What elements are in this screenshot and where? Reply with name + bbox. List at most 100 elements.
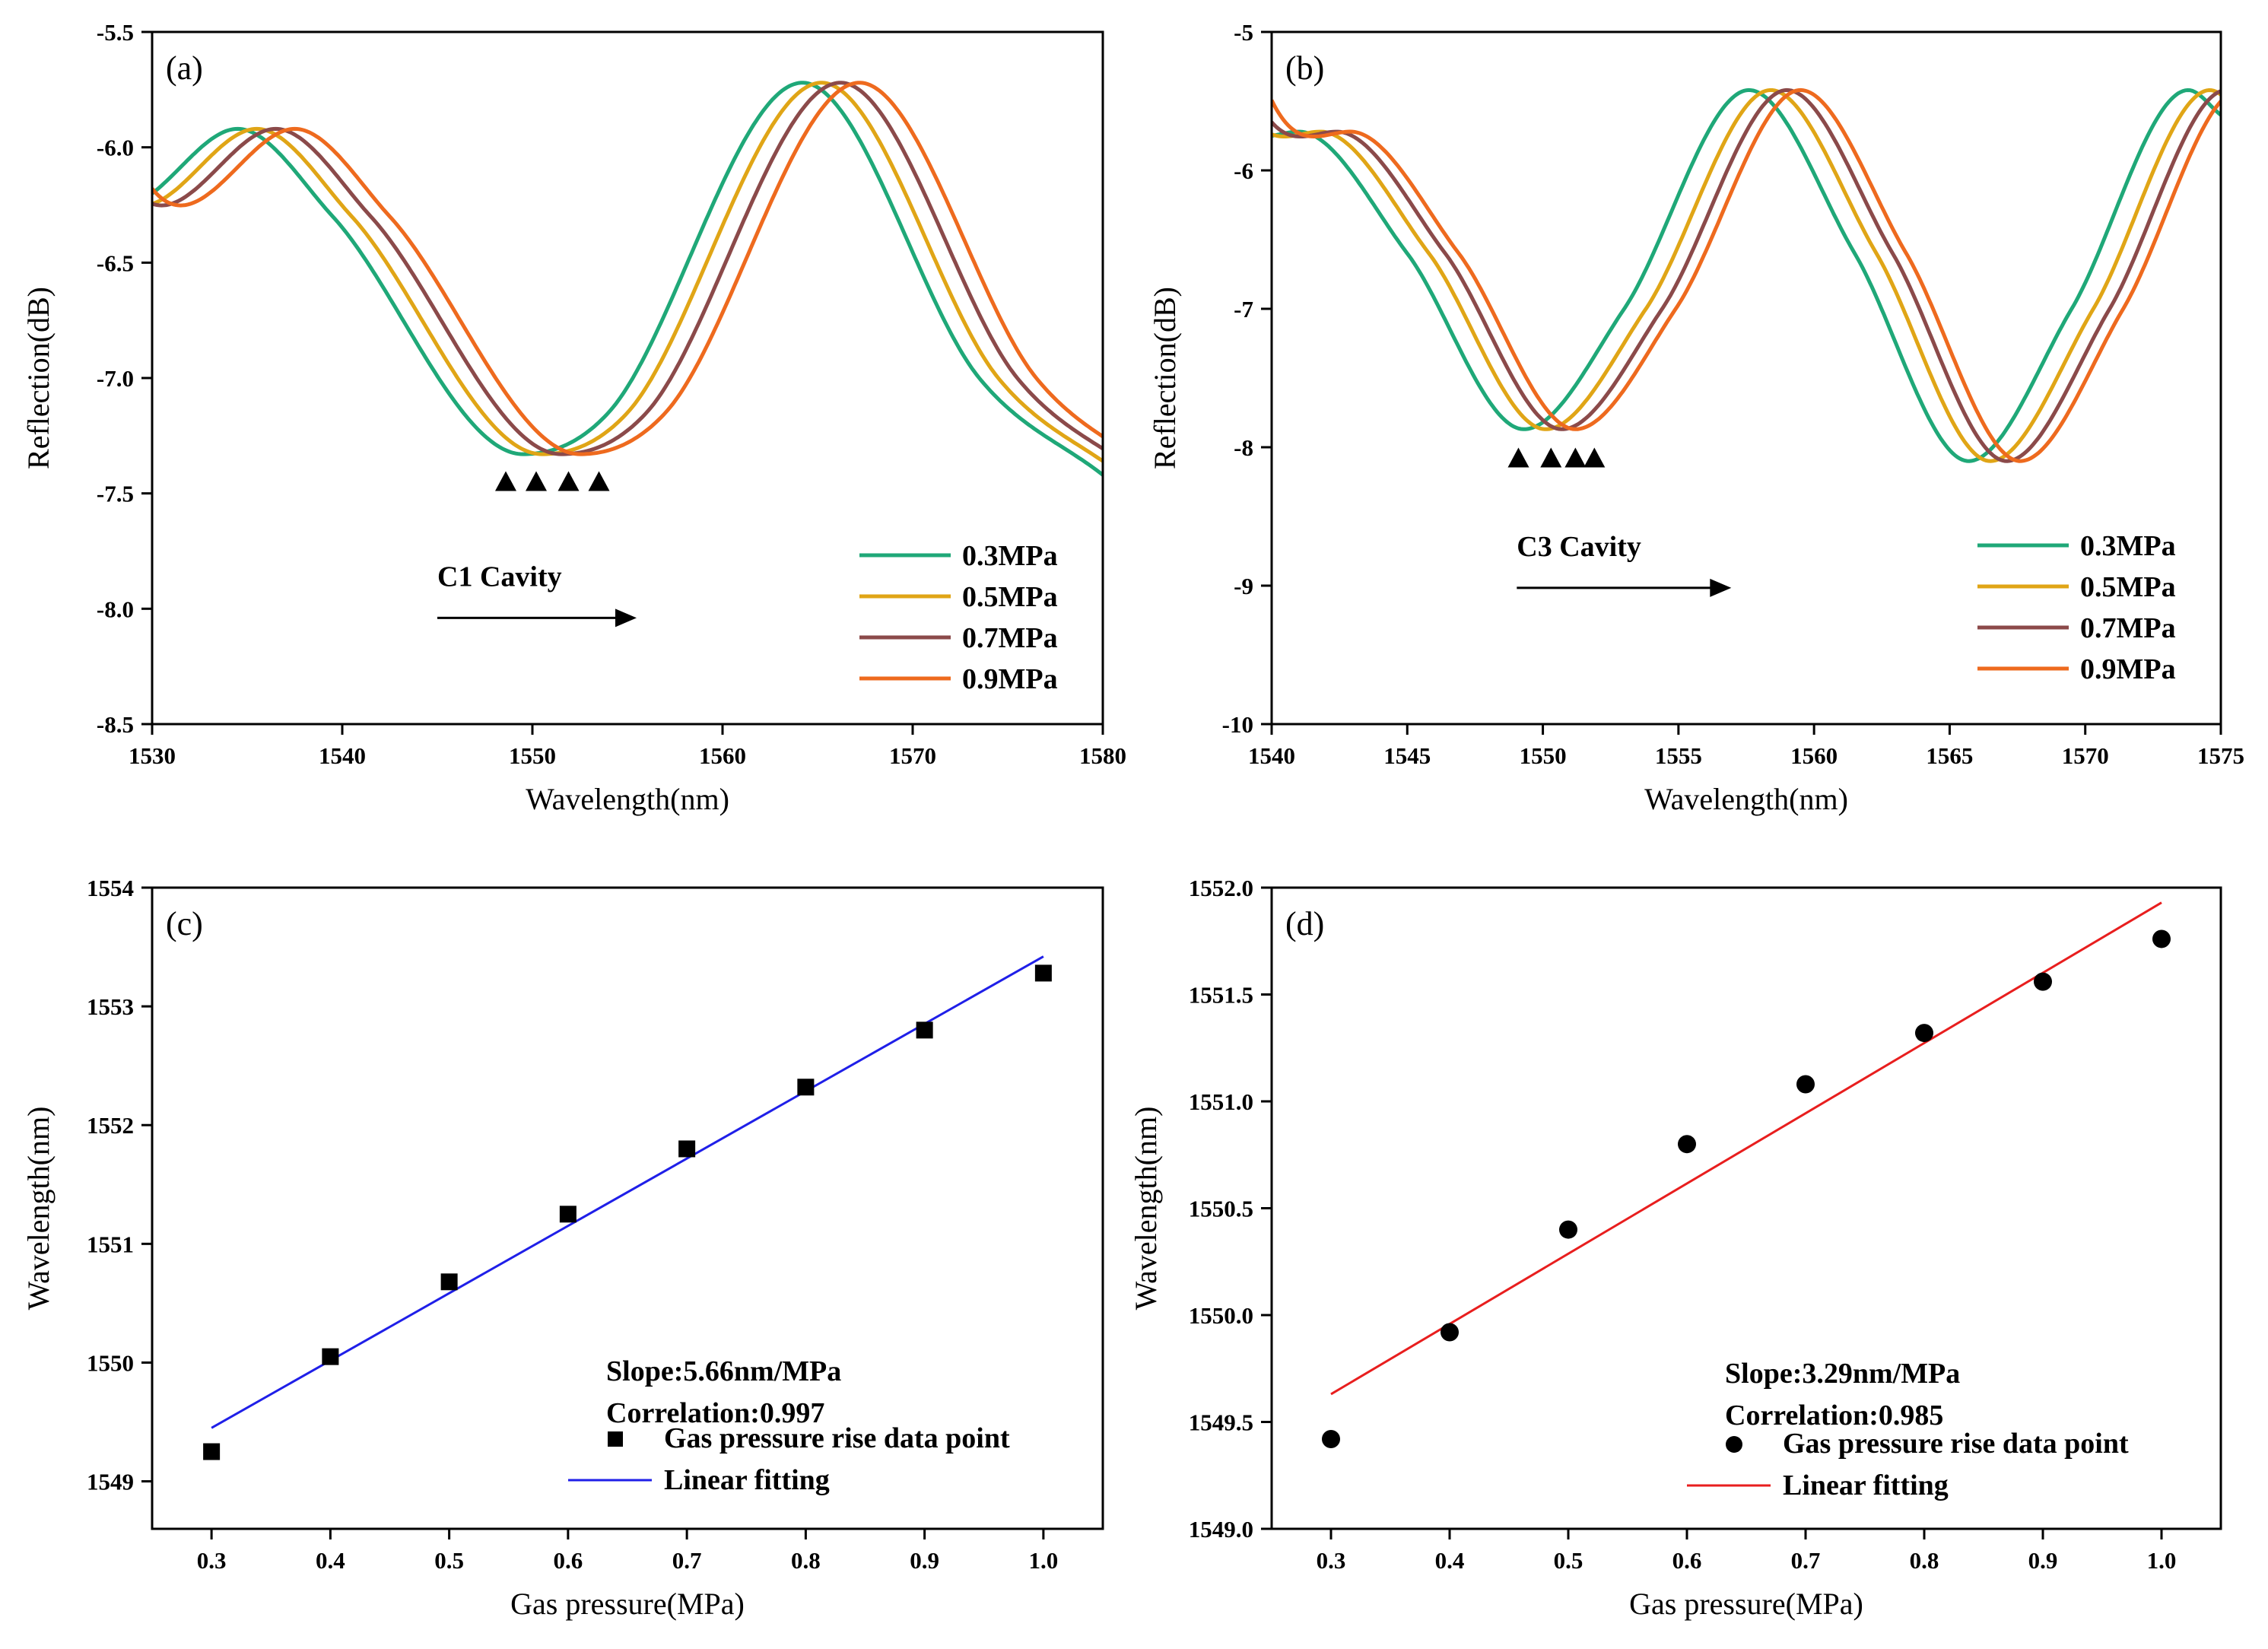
x-axis-title: Wavelength(nm): [526, 782, 729, 816]
legend-label-0.9MPa: 0.9MPa: [962, 663, 1058, 695]
dip-marker-2: [1564, 447, 1587, 468]
y-tick-label: 1551: [87, 1231, 134, 1257]
panel-label: (a): [166, 49, 203, 87]
series-line-0.7MPa: [1272, 87, 2221, 463]
x-tick-label: 0.9: [910, 1547, 939, 1574]
x-tick-label: 0.8: [791, 1547, 821, 1574]
x-tick-label: 0.5: [434, 1547, 464, 1574]
data-point-0: [203, 1443, 221, 1460]
data-point-6: [2034, 972, 2052, 991]
x-tick-label: 1530: [129, 742, 176, 769]
y-axis-title: Reflection(dB): [1148, 287, 1182, 469]
y-axis-title: Wavelength(nm): [1129, 1107, 1163, 1311]
x-tick-label: 0.6: [1672, 1547, 1702, 1574]
x-tick-label: 1565: [1926, 742, 1973, 769]
legend-label-points: Gas pressure rise data point: [1783, 1428, 2129, 1460]
correlation-annotation: Correlation:0.985: [1725, 1400, 1943, 1431]
y-tick-label: 1551.0: [1189, 1088, 1253, 1115]
x-tick-label: 0.9: [2028, 1547, 2058, 1574]
legend-label-0.3MPa: 0.3MPa: [962, 540, 1058, 572]
data-point-5: [1915, 1024, 1933, 1043]
data-point-1: [1441, 1323, 1459, 1342]
dip-marker-3: [588, 471, 610, 491]
y-tick-label: -8.0: [97, 596, 134, 622]
y-tick-label: -7: [1234, 296, 1253, 322]
dip-marker-0: [495, 471, 516, 491]
y-tick-label: 1550: [87, 1349, 134, 1376]
y-axis-title: Wavelength(nm): [21, 1107, 56, 1311]
x-tick-label: 1580: [1079, 742, 1126, 769]
plot-area: [211, 955, 1044, 1429]
data-point-4: [1796, 1075, 1815, 1094]
linear-fit-line: [1330, 901, 2162, 1396]
y-tick-label: -5: [1234, 19, 1253, 46]
y-tick-label: -6.0: [97, 135, 134, 161]
x-tick-label: 0.6: [554, 1547, 583, 1574]
y-tick-label: 1552.0: [1189, 875, 1253, 901]
legend-marker-points: [1726, 1436, 1742, 1453]
x-tick-label: 1570: [889, 742, 936, 769]
chart-panel-b: C3 Cavity 0.3MPa 0.5MPa 0.7MPa 0.9MPa 1540 154…: [1148, 19, 2244, 816]
y-tick-label: 1550.0: [1189, 1302, 1253, 1329]
x-tick-label: 1550: [509, 742, 556, 769]
legend-label-0.5MPa: 0.5MPa: [2080, 571, 2176, 603]
panel-label: (c): [166, 905, 203, 942]
x-tick-label: 1.0: [1029, 1547, 1059, 1574]
plot-area: [152, 81, 1103, 477]
panel-label: (b): [1285, 49, 1324, 87]
x-tick-label: 1540: [319, 742, 366, 769]
x-tick-label: 1.0: [2147, 1547, 2177, 1574]
y-axis-title: Reflection(dB): [21, 287, 56, 469]
y-tick-label: 1549: [87, 1469, 134, 1495]
x-tick-label: 0.5: [1554, 1547, 1583, 1574]
x-tick-label: 0.8: [1910, 1547, 1939, 1574]
x-tick-label: 1575: [2197, 742, 2244, 769]
x-axis-title: Wavelength(nm): [1644, 782, 1848, 816]
data-point-5: [797, 1079, 815, 1096]
y-tick-label: -7.0: [97, 365, 134, 392]
y-tick-label: 1553: [87, 993, 134, 1020]
x-tick-label: 1570: [2062, 742, 2109, 769]
legend-label-fit: Linear fitting: [1783, 1469, 1949, 1501]
x-axis-title: Gas pressure(MPa): [1629, 1587, 1863, 1621]
legend-label-0.9MPa: 0.9MPa: [2080, 653, 2176, 685]
annotation-arrow-head: [615, 608, 637, 628]
series-line-0.3MPa: [1272, 87, 2221, 463]
y-tick-label: -8.5: [97, 711, 134, 738]
correlation-annotation: Correlation:0.997: [606, 1397, 824, 1429]
x-tick-label: 0.4: [316, 1547, 345, 1574]
data-point-7: [1034, 964, 1052, 982]
y-tick-label: 1550.5: [1189, 1196, 1253, 1222]
y-tick-label: -6.5: [97, 249, 134, 276]
x-tick-label: 1550: [1520, 742, 1567, 769]
data-point-3: [559, 1206, 577, 1223]
data-point-6: [916, 1021, 933, 1039]
y-tick-label: -7.5: [97, 481, 134, 507]
y-tick-label: 1549.0: [1189, 1516, 1253, 1543]
cavity-annotation: C1 Cavity: [437, 561, 562, 593]
plot-frame: [151, 886, 1104, 1530]
y-tick-label: -10: [1222, 711, 1253, 738]
dip-marker-1: [1540, 447, 1562, 468]
dip-marker-2: [557, 471, 580, 491]
series-line-0.5MPa: [152, 81, 1103, 463]
y-tick-label: 1552: [87, 1112, 134, 1139]
x-tick-label: 1540: [1248, 742, 1295, 769]
x-tick-label: 0.7: [1791, 1547, 1821, 1574]
legend-marker-points: [608, 1431, 623, 1447]
x-tick-label: 0.4: [1435, 1547, 1465, 1574]
data-point-1: [322, 1348, 339, 1365]
series-line-0.5MPa: [1272, 87, 2221, 463]
data-point-2: [1559, 1220, 1577, 1239]
data-point-7: [2152, 929, 2171, 948]
plot-area: [1272, 87, 2221, 463]
x-tick-label: 0.3: [1317, 1547, 1346, 1574]
slope-annotation: Slope:5.66nm/MPa: [606, 1355, 841, 1387]
x-axis-title: Gas pressure(MPa): [510, 1587, 745, 1621]
x-tick-label: 1545: [1383, 742, 1431, 769]
legend-label-points: Gas pressure rise data point: [664, 1422, 1010, 1454]
y-tick-label: -6: [1234, 157, 1253, 184]
y-tick-label: -5.5: [97, 19, 134, 46]
